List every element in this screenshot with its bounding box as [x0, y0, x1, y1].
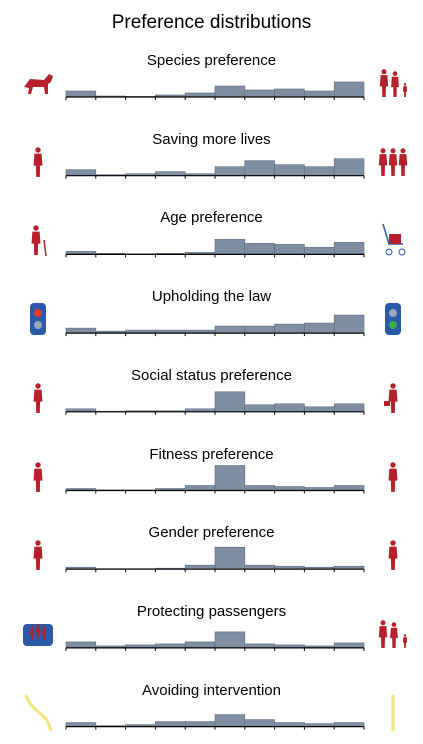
bar: [304, 247, 335, 255]
bar: [214, 85, 246, 98]
chart-title: Upholding the law: [151, 288, 272, 306]
bar: [244, 485, 275, 491]
bar: [244, 160, 275, 176]
chart-title: Saving more lives: [152, 130, 271, 148]
chart-panel: [65, 631, 365, 651]
person-icon: [33, 146, 43, 177]
straight-path-icon: [391, 694, 395, 731]
woman-icon: [388, 540, 398, 571]
bar: [274, 164, 305, 176]
chart-title: Species preference: [146, 52, 277, 69]
chart-panel: [65, 158, 365, 179]
bar: [214, 391, 246, 413]
bar: [333, 81, 365, 98]
bar: [65, 327, 97, 334]
bar: [333, 314, 365, 334]
bar: [214, 631, 246, 649]
bar: [214, 714, 246, 727]
bar: [155, 721, 186, 727]
stroller-icon: [382, 224, 406, 256]
bar: [214, 166, 246, 176]
bar: [274, 244, 305, 255]
chart-title: Social status preference: [131, 366, 292, 384]
green-signal-icon: [385, 303, 401, 336]
man-icon: [33, 540, 43, 571]
bar: [333, 485, 365, 491]
homeless-icon: [33, 383, 43, 413]
bar: [333, 242, 365, 255]
pedestrians-icon: [378, 620, 408, 648]
figure-title: Preference distributions: [111, 12, 312, 33]
large-person-icon: [33, 461, 43, 492]
bar: [304, 406, 335, 413]
bar: [244, 89, 275, 98]
bar: [333, 642, 365, 649]
bar: [184, 641, 216, 649]
chart-title: Age preference: [160, 209, 263, 227]
chart-title: Fitness preference: [149, 445, 274, 463]
chart-title: Avoiding intervention: [142, 681, 281, 699]
bar: [274, 323, 305, 334]
bar: [214, 465, 246, 491]
bar: [65, 169, 97, 176]
dog-icon: [24, 74, 53, 94]
car-passengers-icon: [23, 623, 53, 646]
chart-title: Gender preference: [148, 524, 275, 542]
chart-panel: [65, 391, 365, 415]
family-icon: [379, 69, 408, 97]
bar: [214, 325, 246, 334]
group-icon: [378, 147, 408, 176]
chart-panel: [65, 81, 365, 100]
athlete-icon: [388, 461, 398, 492]
bar: [184, 485, 216, 491]
bar: [244, 243, 275, 255]
bar: [333, 403, 365, 413]
bar: [274, 403, 305, 413]
bar: [244, 404, 275, 413]
red-signal-icon: [30, 303, 46, 336]
bar: [214, 239, 246, 255]
bar: [244, 325, 275, 334]
bar: [274, 88, 305, 98]
executive-icon: [384, 383, 398, 413]
bar: [304, 90, 335, 98]
bar: [65, 641, 97, 649]
bar: [184, 721, 216, 727]
bar: [304, 166, 335, 176]
swerve-path-icon: [24, 694, 53, 731]
bar: [214, 546, 246, 570]
bar: [304, 322, 335, 334]
chart-title: Protecting passengers: [136, 602, 287, 620]
chart-panel: [65, 714, 365, 730]
chart-panel: [65, 546, 365, 573]
chart-panel: [65, 465, 365, 494]
chart-panel: [65, 239, 365, 258]
bar: [244, 719, 275, 727]
chart-panel: [65, 314, 365, 337]
elderly-icon: [31, 225, 47, 257]
bar: [333, 158, 365, 176]
bar: [65, 90, 97, 98]
